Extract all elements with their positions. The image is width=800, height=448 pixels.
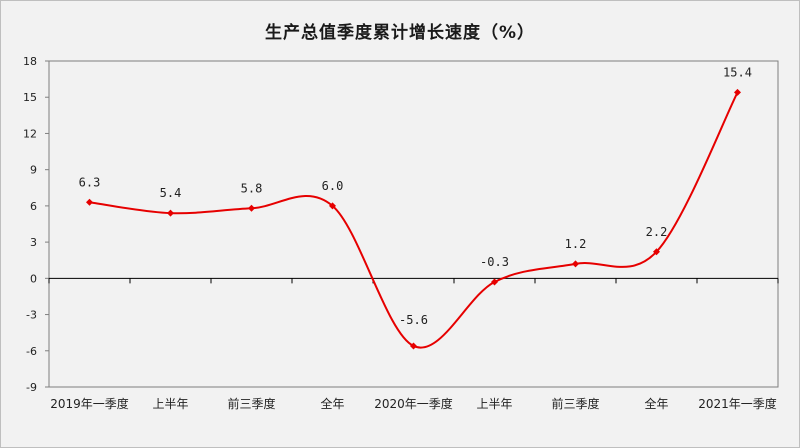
- data-label: 5.8: [241, 181, 263, 195]
- data-point-marker: [491, 278, 498, 286]
- y-tick-label: -6: [26, 345, 37, 358]
- data-point-marker: [86, 198, 93, 206]
- x-category-label: 前三季度: [227, 396, 275, 411]
- data-label: 6.3: [79, 175, 101, 189]
- data-markers: [86, 88, 741, 350]
- x-category-label: 前三季度: [551, 396, 599, 411]
- data-point-marker: [329, 202, 336, 210]
- data-label: 6.0: [322, 179, 344, 193]
- y-tick-label: -9: [26, 381, 37, 394]
- plot-area: [48, 60, 779, 388]
- x-category-label: 上半年: [152, 397, 188, 411]
- x-category-label: 2019年一季度: [50, 396, 129, 411]
- x-category-label: 上半年: [476, 397, 512, 411]
- data-point-marker: [572, 260, 579, 268]
- y-axis-ticks: 18 15 12 9 6 3 0 -3 -6 -9: [23, 55, 49, 394]
- data-label: 2.2: [646, 225, 668, 239]
- x-category-label: 2021年一季度: [698, 396, 777, 411]
- data-label: -0.3: [480, 255, 509, 269]
- data-point-marker: [248, 204, 255, 212]
- data-labels: 6.3 5.4 5.8 6.0 -5.6 -0.3 1.2 2.2 15.4: [79, 65, 752, 327]
- chart-title: 生产总值季度累计增长速度（%）: [264, 23, 536, 43]
- x-category-label: 全年: [644, 396, 668, 411]
- data-point-marker: [167, 209, 174, 217]
- y-tick-label: 15: [23, 91, 37, 104]
- data-label: 5.4: [160, 186, 182, 200]
- data-label: 15.4: [723, 65, 752, 79]
- x-category-label: 全年: [320, 396, 344, 411]
- data-point-marker: [653, 248, 660, 256]
- y-tick-label: 12: [23, 127, 37, 140]
- category-labels: 2019年一季度 上半年 前三季度 全年 2020年一季度 上半年 前三季度 全年 2021年一…: [50, 396, 777, 411]
- y-tick-label: -3: [26, 309, 37, 322]
- y-tick-label: 0: [30, 272, 37, 285]
- y-tick-label: 18: [23, 55, 37, 68]
- data-point-marker: [410, 342, 417, 350]
- data-label: 1.2: [565, 237, 587, 251]
- data-point-marker: [734, 88, 741, 96]
- y-tick-label: 6: [30, 200, 37, 213]
- x-category-label: 2020年一季度: [374, 396, 453, 411]
- y-tick-label: 3: [30, 236, 37, 249]
- series-line: [89, 91, 739, 349]
- data-label: -5.6: [399, 313, 428, 327]
- y-tick-label: 9: [30, 164, 37, 177]
